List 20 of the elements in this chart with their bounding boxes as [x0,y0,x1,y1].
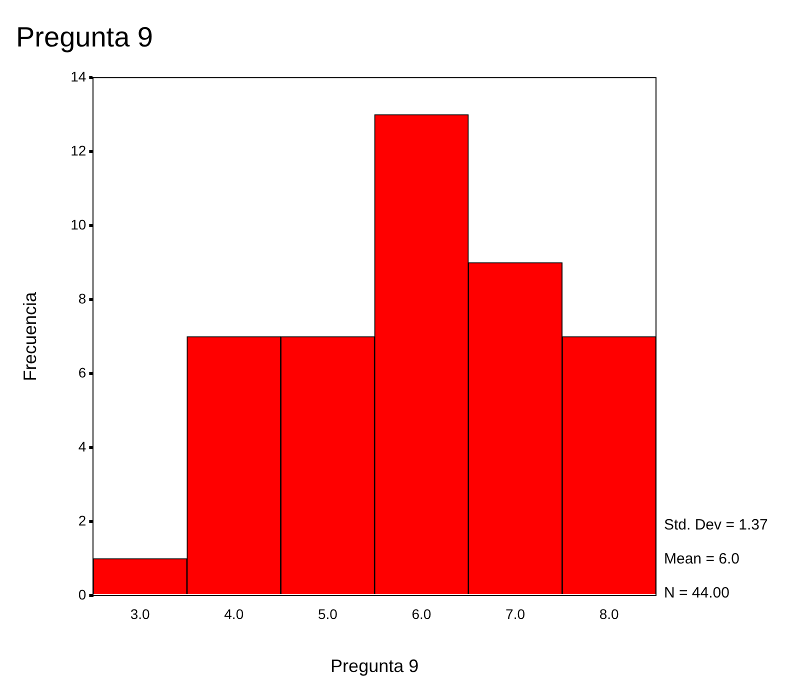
y-tick-label: 0 [78,586,86,602]
y-axis-title: Frecuencia [20,291,40,382]
y-tick-label: 4 [78,438,86,454]
x-tick-label: 8.0 [599,606,620,622]
y-tick-label: 8 [78,290,86,306]
x-axis-title: Pregunta 9 [330,656,419,676]
text: Mean = 6.0 [664,550,740,568]
y-tick-label: 10 [70,216,86,232]
text: Std. Dev = 1.37 [664,516,768,534]
y-tick-label: 2 [78,512,86,528]
x-tick-label: 3.0 [130,606,150,622]
x-tick-label: 4.0 [224,606,244,622]
y-tick-label: 12 [70,142,86,158]
x-tick-label: 5.0 [318,606,338,622]
text: N = 44.00 [664,584,730,602]
x-tick-label: 6.0 [412,606,432,622]
y-tick-label: 14 [70,68,86,84]
x-tick-label: 7.0 [506,606,526,622]
y-tick-label: 6 [78,364,86,380]
chart-title: Pregunta 9 [16,22,153,53]
